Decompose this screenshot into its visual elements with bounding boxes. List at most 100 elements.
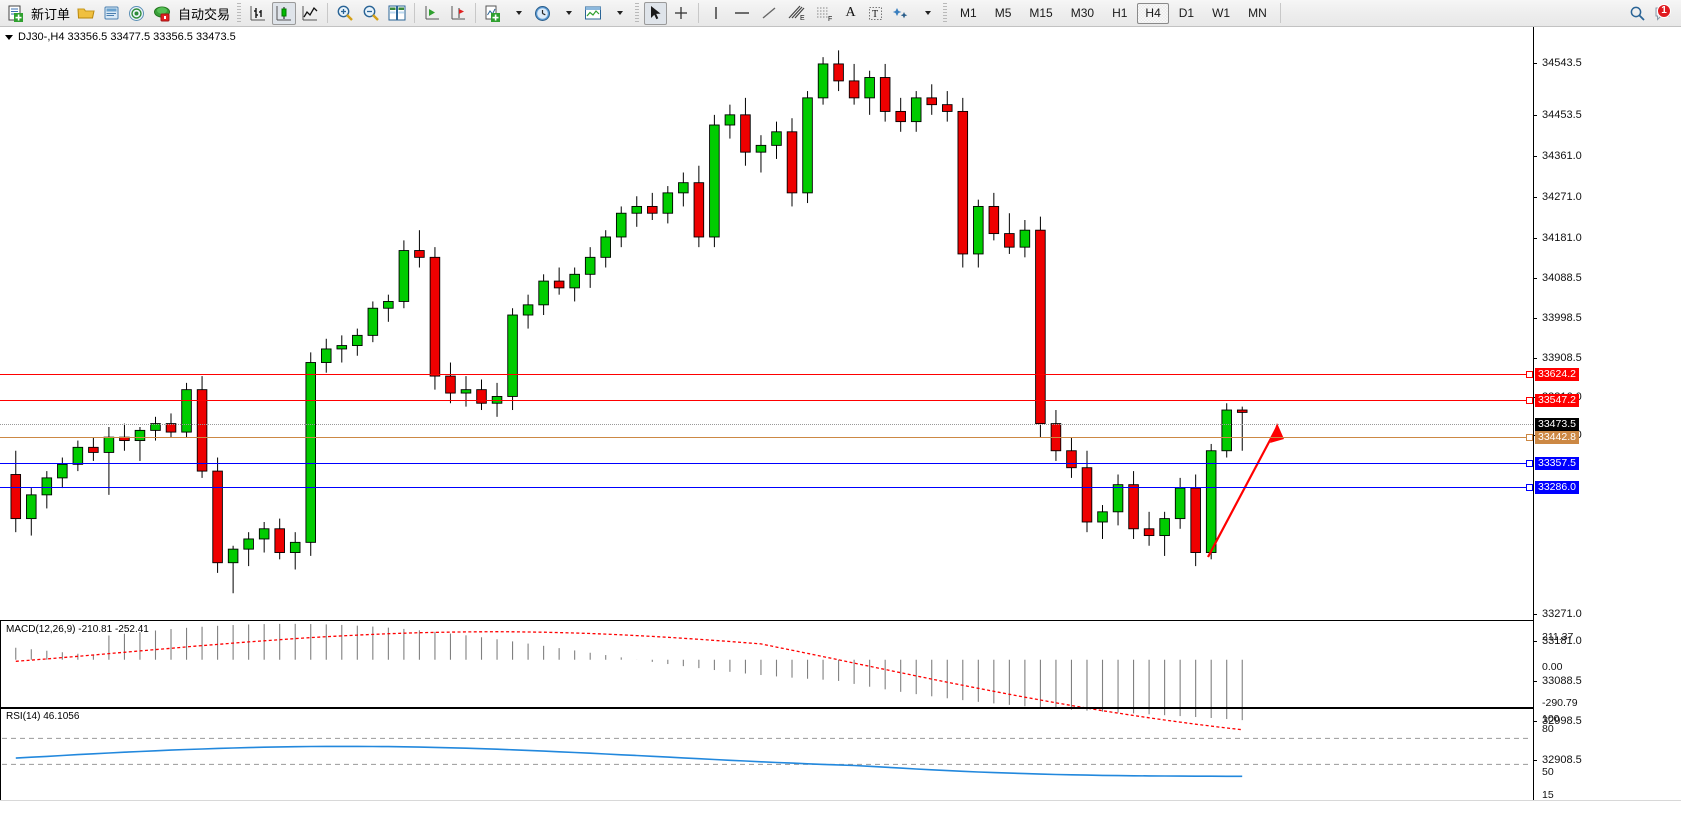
vertical-line-tool[interactable]: [704, 2, 727, 25]
indicators-button[interactable]: [481, 2, 504, 25]
price-tick: [1533, 278, 1537, 279]
new-order-label: 新订单: [31, 6, 71, 22]
line-chart-button[interactable]: [298, 2, 322, 25]
timeframe-m15[interactable]: M15: [1029, 6, 1053, 20]
cursor-icon: [650, 6, 661, 20]
fibonacci-tool[interactable]: F: [811, 2, 837, 25]
timeframe-h4[interactable]: H4: [1137, 2, 1169, 24]
candlestick-chart-icon: [276, 6, 292, 21]
search-icon: [1630, 6, 1645, 21]
vertical-line-icon: [714, 7, 717, 19]
timeframe-m30[interactable]: M30: [1070, 6, 1095, 20]
up-arrow-annotation: [1207, 423, 1284, 558]
elliott-wave-tool[interactable]: E: [783, 2, 809, 25]
expert-advisor-button[interactable]: [150, 2, 174, 25]
toolbar-grip-3[interactable]: [943, 3, 948, 23]
entry-level-line[interactable]: [0, 437, 1533, 438]
price-tick-label: 33998.5: [1542, 312, 1582, 324]
toolbar-grip-1[interactable]: [237, 3, 242, 23]
support-level-1-handle[interactable]: [1526, 460, 1533, 467]
price-tick: [1533, 115, 1537, 116]
data-window-button[interactable]: [385, 2, 409, 25]
periods-dropdown[interactable]: [556, 2, 579, 25]
chevron-down-icon: [924, 11, 931, 15]
folder-button[interactable]: [74, 2, 98, 25]
data-window-icon: [388, 5, 406, 21]
auto-scroll-button[interactable]: [420, 2, 444, 25]
timeframe-m5[interactable]: M5: [994, 6, 1012, 20]
folder-icon: [77, 8, 95, 19]
terminal-icon: [104, 6, 119, 20]
support-level-2-handle[interactable]: [1526, 484, 1533, 491]
auto-scroll-icon: [425, 6, 440, 20]
signals-button[interactable]: [125, 2, 148, 25]
timeframe-d1[interactable]: D1: [1178, 6, 1195, 20]
timeframe-m1[interactable]: M1: [960, 6, 977, 20]
price-scale-axis: [1533, 27, 1534, 801]
fibonacci-icon: F: [817, 7, 832, 22]
toolbar-grip-2[interactable]: [635, 3, 640, 23]
price-tick-label: 34453.5: [1542, 109, 1582, 121]
indicators-dropdown[interactable]: [506, 2, 529, 25]
timeframe-h1[interactable]: H1: [1112, 6, 1128, 20]
svg-text:T: T: [872, 9, 878, 20]
new-order-button[interactable]: [4, 2, 27, 25]
search-button[interactable]: [1626, 2, 1649, 25]
toolbar-separator-1: [327, 3, 329, 23]
bar-chart-button[interactable]: [246, 2, 270, 25]
periods-button[interactable]: [531, 2, 554, 25]
rsi-50-label: 50: [1542, 766, 1554, 778]
trendline-tool[interactable]: [757, 2, 781, 25]
cursor-tool[interactable]: [644, 1, 668, 25]
auto-trade-label: 自动交易: [178, 6, 231, 22]
macd-max-label: 211.37: [1542, 631, 1574, 643]
notification-button[interactable]: 1: [1651, 2, 1675, 25]
zoom-in-button[interactable]: [333, 2, 357, 25]
svg-text:F: F: [828, 16, 832, 22]
templates-button[interactable]: [581, 2, 605, 25]
text-label-icon: T: [869, 6, 883, 20]
resistance-level-1-line[interactable]: [0, 374, 1533, 375]
resistance-level-2-line[interactable]: [0, 400, 1533, 401]
symbol-dropdown-caret-icon[interactable]: [5, 35, 13, 40]
chart-shift-button[interactable]: [446, 2, 470, 25]
price-tick: [1533, 681, 1537, 682]
text-tool[interactable]: A: [839, 2, 862, 25]
resistance-level-2-handle[interactable]: [1526, 397, 1533, 404]
candlestick-chart-button[interactable]: [272, 1, 297, 25]
current-price-level-line[interactable]: [0, 424, 1533, 425]
support-level-1-line[interactable]: [0, 463, 1533, 464]
horizontal-line-icon: [735, 12, 750, 14]
trendline-icon: [762, 7, 776, 19]
crosshair-tool[interactable]: [669, 2, 693, 25]
zoom-out-button[interactable]: [359, 2, 383, 25]
horizontal-line-tool[interactable]: [729, 2, 755, 25]
macd-min-label: -290.79: [1542, 697, 1578, 709]
indicators-icon: [485, 5, 501, 22]
zoom-out-icon: [363, 5, 379, 21]
notification-badge: 1: [1657, 3, 1671, 18]
timeframe-mn[interactable]: MN: [1248, 6, 1267, 20]
shapes-tool[interactable]: [889, 2, 913, 25]
entry-level-handle[interactable]: [1526, 434, 1533, 441]
price-tick-label: 34361.0: [1542, 150, 1582, 162]
signals-icon: [129, 5, 145, 21]
rsi-series: [2, 737, 1531, 778]
support-level-1-label: 33357.5: [1535, 457, 1579, 470]
price-tick: [1533, 197, 1537, 198]
templates-icon: [585, 6, 602, 20]
shapes-dropdown[interactable]: [915, 2, 938, 25]
templates-dropdown[interactable]: [607, 2, 630, 25]
text-label-tool[interactable]: T: [864, 2, 887, 25]
elliott-wave-icon: E: [788, 5, 805, 22]
support-level-2-line[interactable]: [0, 487, 1533, 488]
price-tick: [1533, 358, 1537, 359]
entry-level-label: 33442.8: [1535, 431, 1579, 444]
terminal-button[interactable]: [100, 2, 123, 25]
macd-zero-label: 0.00: [1542, 661, 1563, 673]
timeframe-w1[interactable]: W1: [1212, 6, 1231, 20]
resistance-level-1-handle[interactable]: [1526, 371, 1533, 378]
chart-area[interactable]: DJ30-,H4 33356.5 33477.5 33356.5 33473.5…: [0, 27, 1681, 829]
price-tick: [1533, 641, 1537, 642]
price-tick-label: 33181.0: [1542, 635, 1582, 647]
